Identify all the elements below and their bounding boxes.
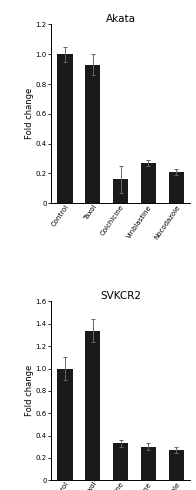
Title: SVKCR2: SVKCR2 [100,291,141,301]
Y-axis label: Fold change: Fold change [25,88,34,140]
Bar [57,368,73,480]
Bar [169,172,184,203]
Bar [57,54,73,203]
Bar [85,331,100,480]
Bar [113,179,128,203]
Bar [113,443,128,480]
Y-axis label: Fold change: Fold change [25,365,34,416]
Bar [169,450,184,480]
Bar [85,65,100,203]
Title: Akata: Akata [105,14,136,24]
Bar [141,163,156,203]
Bar [141,447,156,480]
